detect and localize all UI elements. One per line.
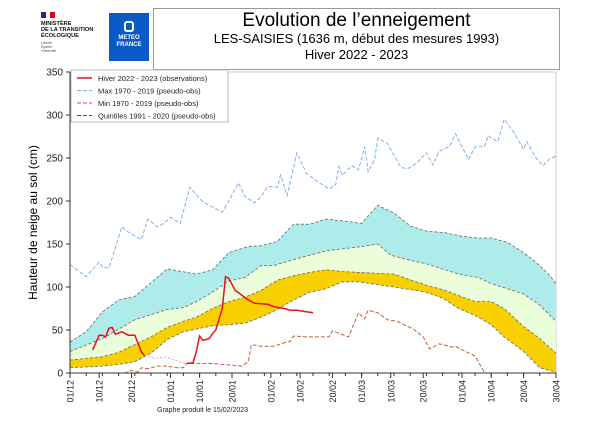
title-box: Evolution de l’enneigement LES-SAISIES (…: [153, 8, 560, 70]
x-tick-label: 30/04: [552, 380, 562, 403]
footer-note: Graphe produit le 15/02/2023: [157, 407, 249, 414]
max-series-line: [69, 118, 557, 278]
min-series-line: [70, 309, 556, 374]
meteo-france-logo: METEO FRANCE: [109, 13, 149, 61]
x-tick-label: 10/03: [386, 380, 396, 403]
legend-label: Quintiles 1991 - 2020 (pseudo-obs): [98, 112, 216, 121]
x-tick-label: 20/04: [519, 380, 529, 403]
legend-box: [70, 69, 229, 123]
y-tick-label: 50: [52, 326, 64, 337]
legend: Hiver 2022 - 2023 (observations) Max 1970…: [70, 69, 229, 123]
meteo-france-icon: [124, 21, 134, 32]
x-tick-label: 10/01: [195, 380, 205, 403]
x-tick-label: 20/12: [127, 380, 137, 403]
x-tick-label: 01/03: [357, 380, 367, 403]
x-tick-label: 10/02: [296, 380, 306, 403]
y-tick-label: 200: [46, 197, 63, 208]
x-tick-label: 01/01: [166, 380, 176, 403]
y-tick-label: 300: [46, 111, 63, 122]
flag-icon: [41, 12, 56, 18]
ministry-motto: Liberté Égalité Fraternité: [41, 41, 57, 53]
y-tick-label: 150: [46, 240, 63, 251]
quintile-line-q20: [69, 281, 557, 373]
band-q40-q60: [70, 244, 556, 361]
x-tick-label: 01/02: [266, 380, 276, 403]
chart-subtitle: LES-SAISIES (1636 m, début des mesures 1…: [213, 31, 500, 46]
x-tick-label: 20/03: [419, 380, 429, 403]
y-tick-label: 350: [46, 68, 63, 79]
x-tick-label: 01/04: [458, 380, 468, 403]
chart-title: Evolution de l’enneigement: [242, 10, 471, 31]
x-tick-label: 01/12: [66, 380, 76, 403]
y-tick-label: 0: [57, 369, 63, 380]
x-tick-label: 20/02: [328, 380, 338, 403]
band-q60-q80: [70, 205, 556, 352]
band-q20-q40: [70, 269, 556, 373]
quintile-line-q80: [69, 204, 557, 343]
x-tick-label: 10/12: [95, 380, 105, 403]
legend-label: Min 1970 - 2019 (pseudo-obs): [98, 99, 199, 108]
legend-label: Max 1970 - 2019 (pseudo-obs): [98, 87, 201, 96]
y-tick-label: 250: [46, 154, 63, 165]
legend-label: Hiver 2022 - 2023 (observations): [98, 74, 208, 83]
quintile-line-q60: [69, 243, 557, 352]
x-tick-label: 10/04: [487, 380, 497, 403]
meteo-france-name: METEO FRANCE: [116, 35, 142, 48]
ministry-name: MINISTÈRE DE LA TRANSITION ÉCOLOGIQUE: [41, 21, 94, 39]
season-label: Hiver 2022 - 2023: [304, 47, 409, 62]
x-tick-label: 20/01: [228, 380, 238, 403]
observation-line-segment-0: [92, 326, 146, 357]
y-axis-label: Hauteur de neige au sol (cm): [26, 145, 40, 300]
ministry-logo: MINISTÈRE DE LA TRANSITION ÉCOLOGIQUE Li…: [41, 12, 105, 53]
observation-gap-line: [144, 355, 187, 364]
y-tick-label: 100: [46, 283, 63, 294]
quintile-line-q40: [69, 269, 557, 361]
observation-line-segment-1: [186, 275, 314, 365]
